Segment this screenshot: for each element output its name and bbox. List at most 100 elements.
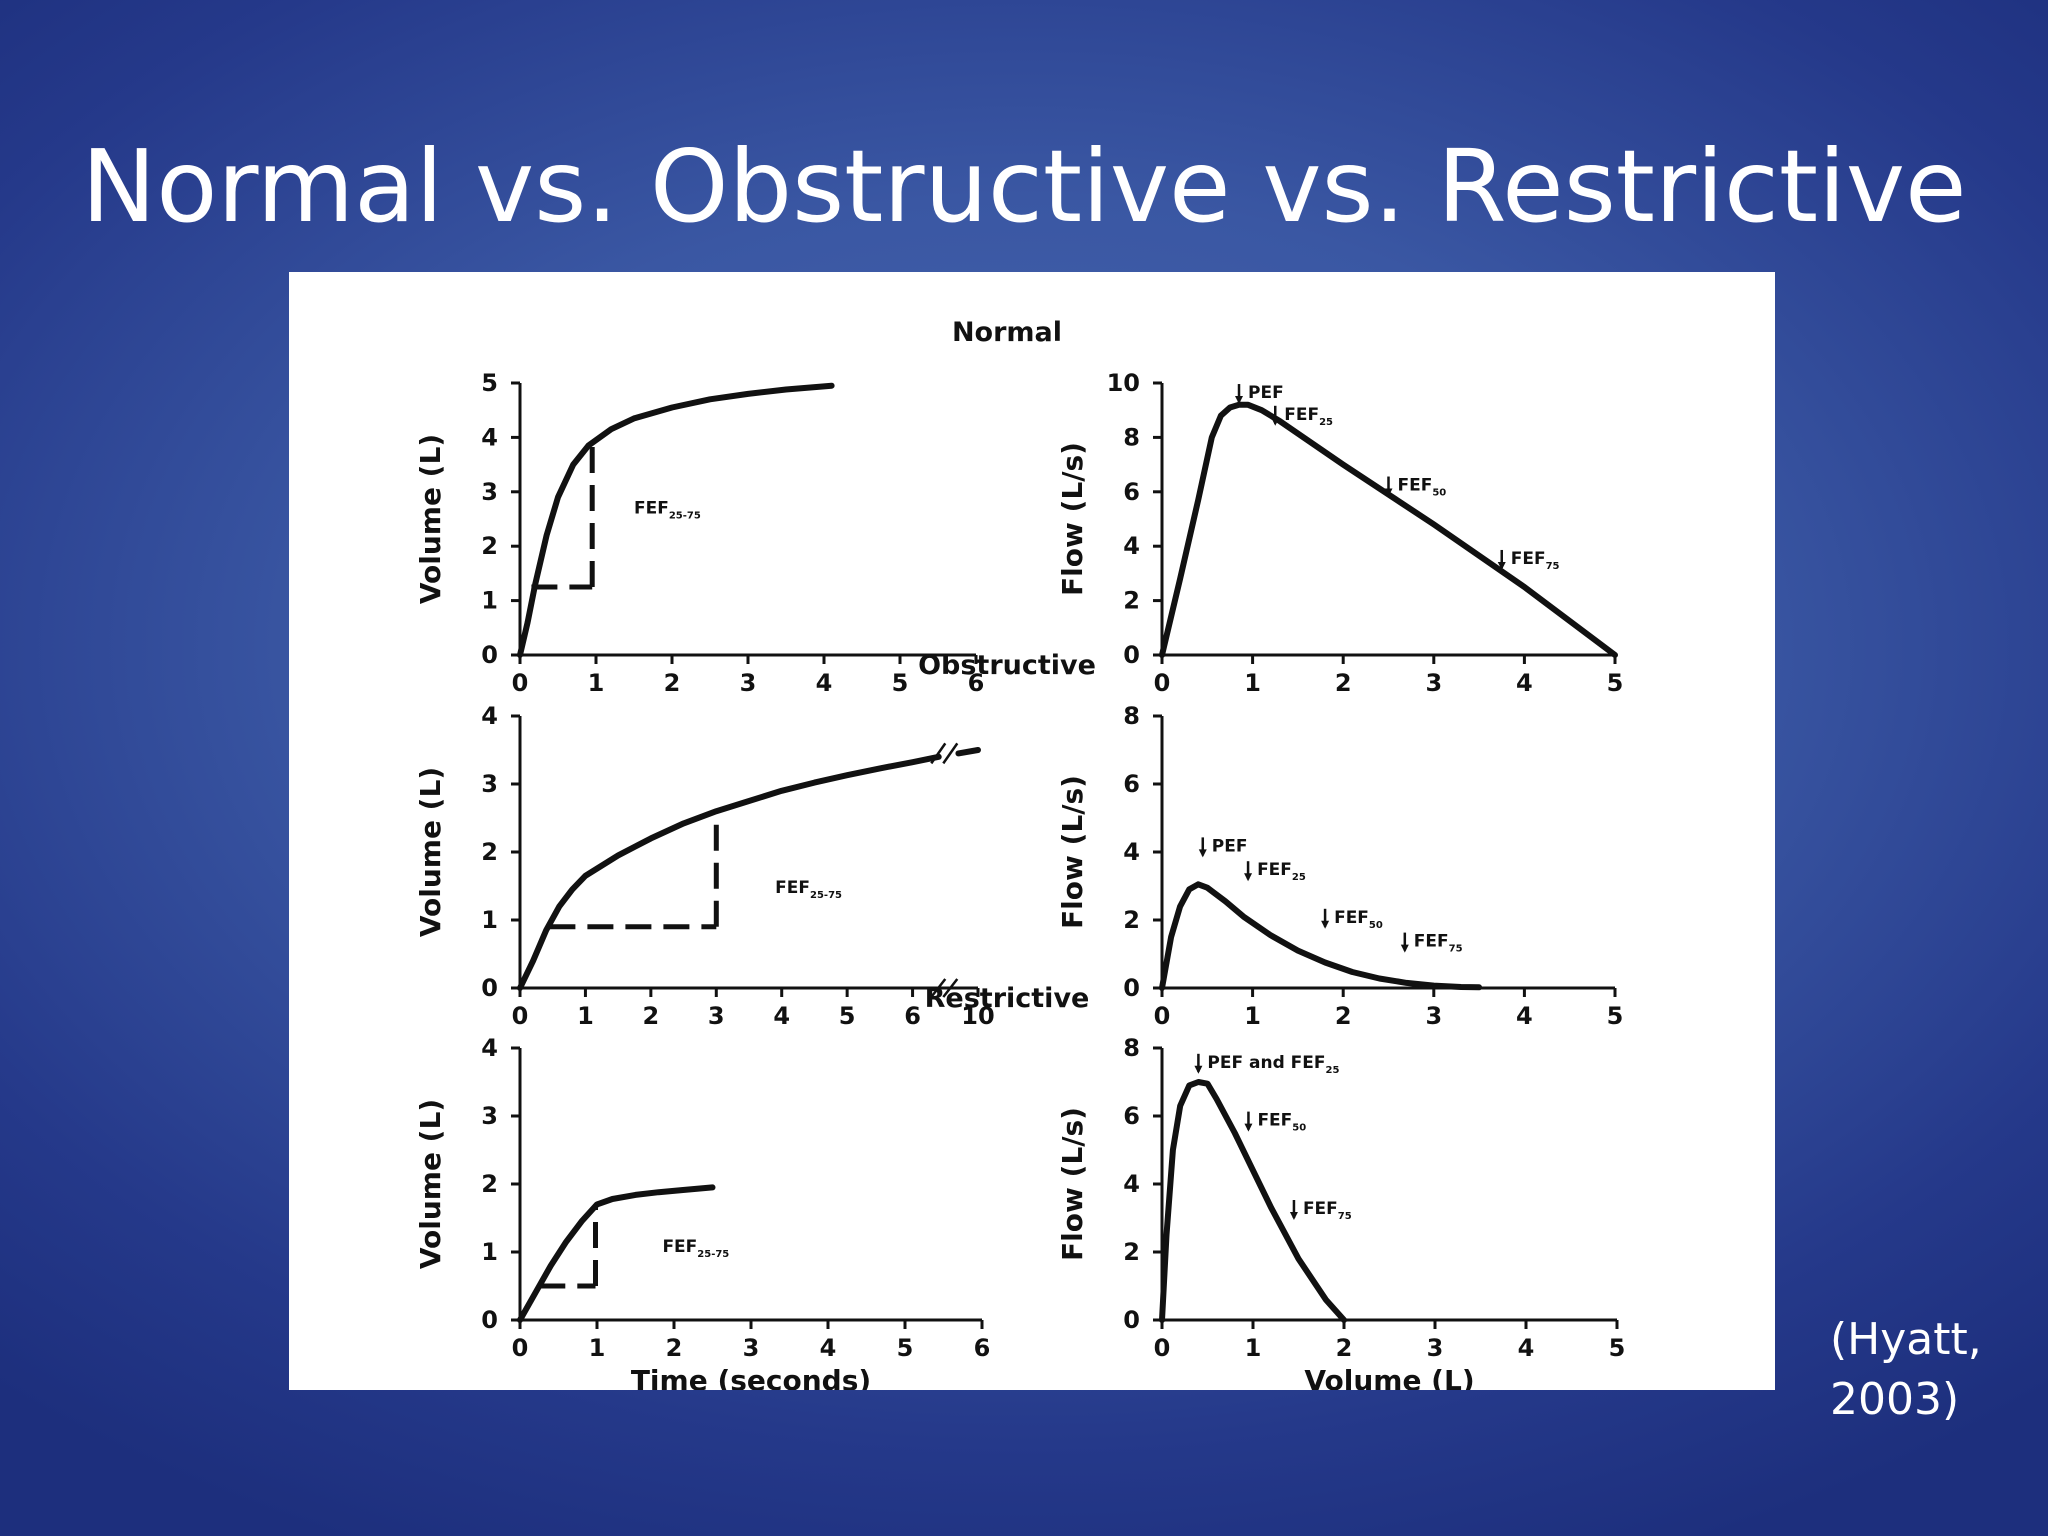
x-tick-label: 4 xyxy=(1518,1334,1535,1362)
fef-arrowhead xyxy=(1321,920,1330,929)
fef-label: PEF and FEF25 xyxy=(1207,1053,1339,1076)
y-tick-label: 4 xyxy=(481,702,498,730)
x-tick-label: 2 xyxy=(643,1002,660,1030)
x-tick-label: 5 xyxy=(1609,1334,1626,1362)
fef-label: FEF25-75 xyxy=(634,499,701,522)
fef-label-text: FEF xyxy=(1257,1111,1292,1131)
x-tick-label: 3 xyxy=(708,1002,725,1030)
x-tick-label: 0 xyxy=(1154,1002,1171,1030)
x-tick-label: 4 xyxy=(816,669,833,697)
y-tick-label: 0 xyxy=(481,1306,498,1334)
fef-label-subscript: 25-75 xyxy=(697,1249,729,1260)
fef-label: FEF75 xyxy=(1303,1199,1352,1222)
fef-label-subscript: 25 xyxy=(1326,1065,1340,1076)
y-tick-label: 4 xyxy=(1123,1170,1140,1198)
x-tick-label: 3 xyxy=(740,669,757,697)
y-tick-label: 4 xyxy=(481,423,498,451)
axis-break-mark xyxy=(930,978,947,998)
y-tick-label: 0 xyxy=(1123,1306,1140,1334)
fef-label-subscript: 75 xyxy=(1546,561,1560,572)
fef-label: FEF75 xyxy=(1511,549,1560,572)
x-tick-label: 1 xyxy=(1244,669,1261,697)
fef-arrowhead xyxy=(1497,561,1506,570)
chart-5: Restrictive 0 1 2 3 4 5 6 0 1 2 3 4 Volume (L) Time (s… xyxy=(414,983,1089,1390)
fef-arrowhead xyxy=(1235,396,1244,405)
x-axis-label: Time (seconds) xyxy=(631,1364,871,1390)
fef-label-subscript: 50 xyxy=(1369,920,1383,931)
fef-arrowhead xyxy=(1400,944,1409,953)
fef-label-text: FEF xyxy=(1257,860,1292,880)
x-tick-label: 5 xyxy=(1607,669,1624,697)
y-tick-label: 1 xyxy=(481,906,498,934)
fef-arrowhead xyxy=(1194,1065,1203,1074)
x-tick-label: 1 xyxy=(589,1334,606,1362)
y-tick-label: 8 xyxy=(1123,423,1140,451)
x-tick-label: 0 xyxy=(1154,669,1171,697)
fef-label-text: FEF xyxy=(1284,405,1319,425)
y-tick-label: 1 xyxy=(481,587,498,615)
y-tick-label: 3 xyxy=(481,478,498,506)
y-tick-label: 4 xyxy=(1123,838,1140,866)
fef-label-text: FEF xyxy=(775,878,810,898)
fef-arrowhead xyxy=(1289,1212,1298,1220)
x-tick-label: 2 xyxy=(666,1334,683,1362)
x-tick-label: 4 xyxy=(1516,669,1533,697)
y-tick-label: 4 xyxy=(1123,532,1140,560)
y-axis-label: Flow (L/s) xyxy=(1056,775,1089,929)
fef-label: FEF50 xyxy=(1257,1111,1306,1134)
fef-label-subscript: 75 xyxy=(1449,944,1463,955)
x-tick-label: 6 xyxy=(968,669,985,697)
fef-arrowhead xyxy=(1198,849,1207,858)
figure-panel: Normal 0 1 2 3 4 5 6 0 1 2 3 4 5 Volume (L) FEF25-75 0 1 2… xyxy=(289,272,1775,1390)
axis-break-mark xyxy=(942,978,959,998)
x-tick-label: 5 xyxy=(839,1002,856,1030)
y-tick-label: 0 xyxy=(1123,974,1140,1002)
y-tick-label: 0 xyxy=(481,974,498,1002)
fef-arrowhead xyxy=(1244,873,1253,882)
x-tick-label: 1 xyxy=(577,1002,594,1030)
fef-label-subscript: 75 xyxy=(1338,1211,1352,1222)
fef-label-text: FEF xyxy=(1303,1199,1338,1219)
y-tick-label: 2 xyxy=(481,532,498,560)
y-tick-label: 6 xyxy=(1123,1102,1140,1130)
series-line xyxy=(1159,881,1483,991)
fef-label: FEF25 xyxy=(1284,405,1333,428)
x-tick-label: 2 xyxy=(1335,669,1352,697)
y-tick-label: 2 xyxy=(1123,587,1140,615)
x-tick-label: 6 xyxy=(904,1002,921,1030)
panel-title: Obstructive xyxy=(918,650,1096,681)
citation-line-2: 2003) xyxy=(1830,1374,1960,1425)
y-tick-label: 10 xyxy=(1107,369,1140,397)
panel-title: Restrictive xyxy=(925,983,1090,1014)
fef-label: FEF50 xyxy=(1334,908,1383,931)
panel-title: Normal xyxy=(952,317,1062,348)
fef-arrowhead xyxy=(1384,488,1393,497)
x-tick-label: 3 xyxy=(1427,1334,1444,1362)
fef-label: PEF xyxy=(1212,836,1248,856)
y-tick-label: 1 xyxy=(481,1238,498,1266)
fef-label-subscript: 25-75 xyxy=(669,511,701,522)
y-tick-label: 2 xyxy=(1123,1238,1140,1266)
fef-label: FEF25-75 xyxy=(662,1237,729,1260)
x-tick-label: 0 xyxy=(512,1334,529,1362)
x-tick-label: 1 xyxy=(588,669,605,697)
x-tick-label: 3 xyxy=(1425,1002,1442,1030)
y-tick-label: 3 xyxy=(481,1102,498,1130)
fef-label-subscript: 25 xyxy=(1292,872,1306,883)
fef-label-subscript: 25 xyxy=(1319,417,1333,428)
fef-label-text: FEF xyxy=(1414,932,1449,952)
fef-label-text: FEF xyxy=(634,499,669,519)
series-line xyxy=(517,753,942,991)
x-tick-label: 0 xyxy=(512,669,529,697)
x-tick-label: 5 xyxy=(1607,1002,1624,1030)
fef-arrowhead xyxy=(1244,1123,1253,1132)
x-tick-label: 4 xyxy=(820,1334,837,1362)
fef-label-text: PEF xyxy=(1248,383,1284,403)
fef-label-subscript: 25-75 xyxy=(810,890,842,901)
x-tick-label: 2 xyxy=(1336,1334,1353,1362)
citation-line-1: (Hyatt, xyxy=(1830,1314,1982,1365)
y-tick-label: 3 xyxy=(481,770,498,798)
y-tick-label: 0 xyxy=(481,641,498,669)
x-tick-label: 2 xyxy=(1335,1002,1352,1030)
